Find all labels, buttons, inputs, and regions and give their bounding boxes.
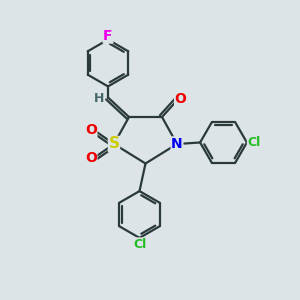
Text: N: N — [171, 137, 183, 151]
Text: O: O — [175, 92, 187, 106]
Text: O: O — [85, 151, 97, 164]
Text: H: H — [94, 92, 104, 106]
Text: Cl: Cl — [248, 136, 261, 149]
Text: S: S — [109, 136, 119, 152]
Text: O: O — [85, 124, 97, 137]
Text: Cl: Cl — [133, 238, 146, 251]
Text: F: F — [103, 29, 113, 43]
